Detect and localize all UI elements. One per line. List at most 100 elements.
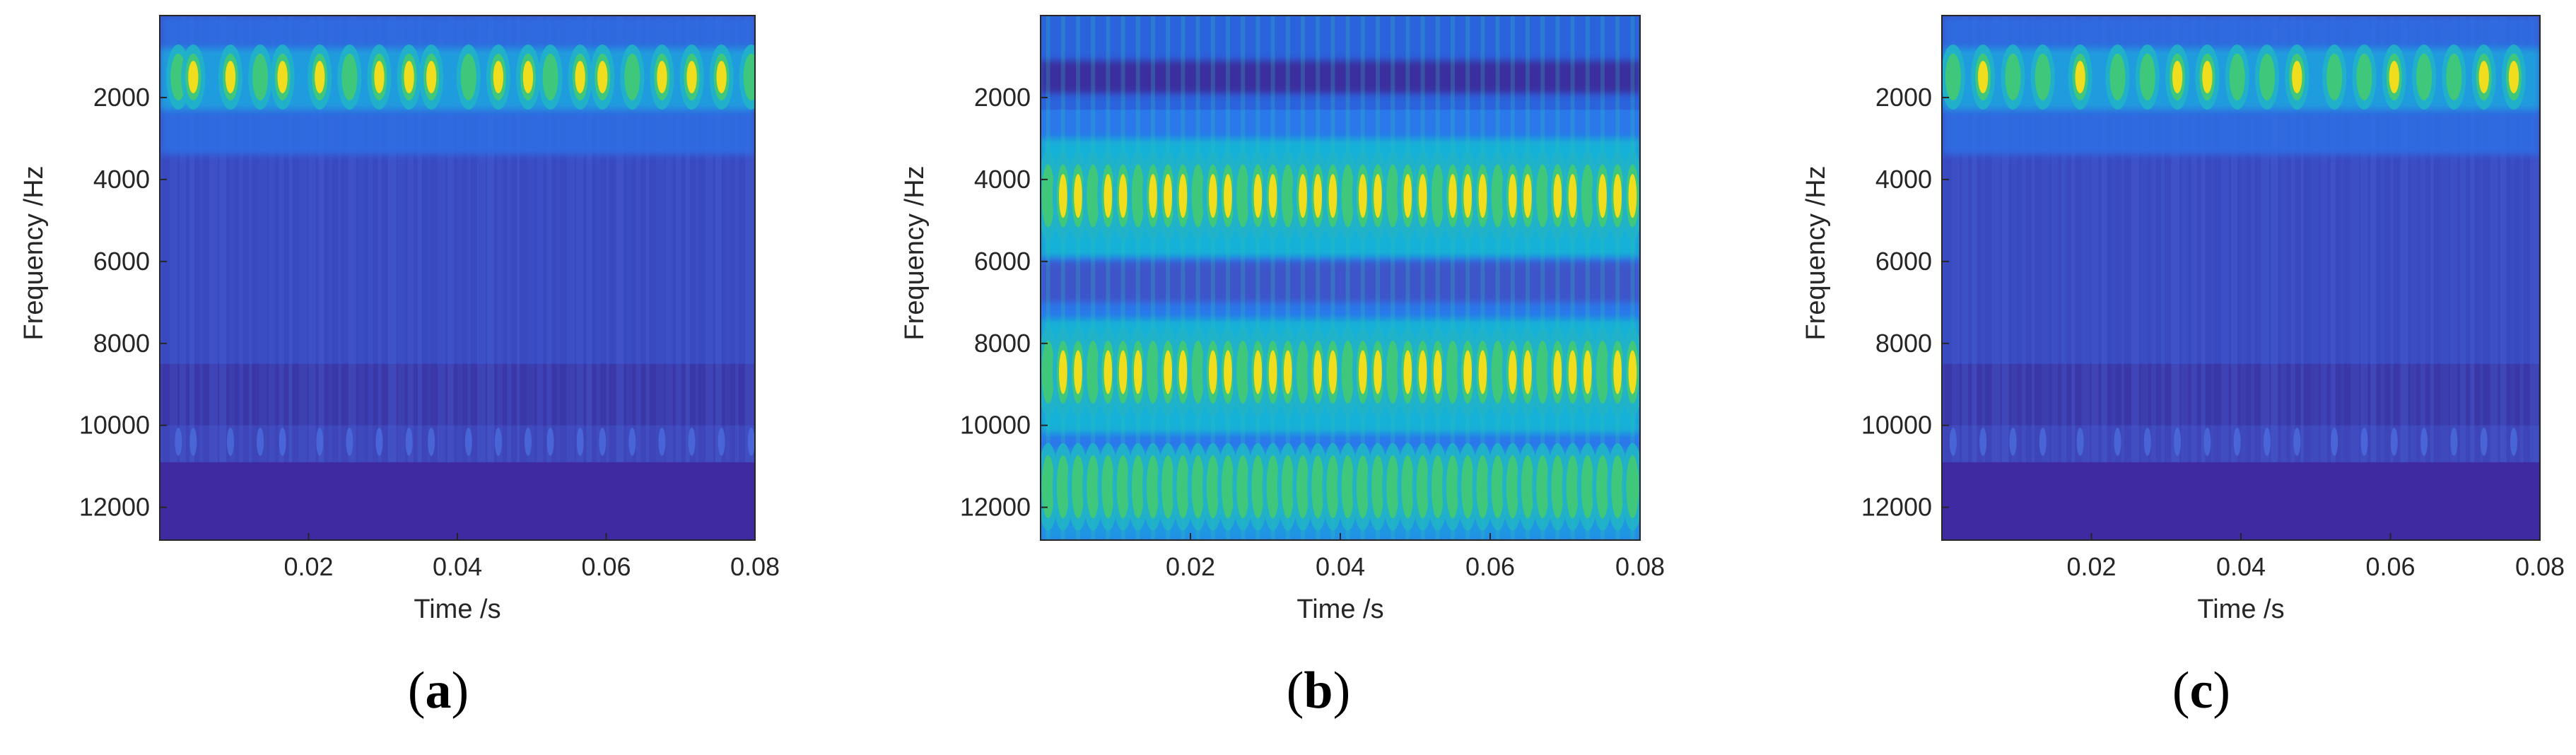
heatmap-peak-body xyxy=(1266,455,1280,519)
heatmap-stripe xyxy=(1600,16,1605,540)
heatmap-stripe xyxy=(2211,16,2214,462)
heatmap-peak xyxy=(599,427,607,456)
heatmap-peak-body xyxy=(2109,53,2126,101)
heatmap-peak-core xyxy=(1313,174,1323,218)
heatmap-peak-body xyxy=(1626,455,1639,519)
heatmap-peak-core xyxy=(277,60,288,93)
heatmap-peak-body xyxy=(1521,455,1534,519)
heatmap-floor-band xyxy=(160,462,755,540)
heatmap-peak-core xyxy=(1403,174,1412,218)
heatmap-stripe xyxy=(665,16,673,462)
heatmap-peak-body xyxy=(1581,164,1594,228)
heatmap-stripe xyxy=(1391,16,1395,540)
heatmap-peak-core xyxy=(657,60,667,93)
heatmap-stripe xyxy=(1420,16,1425,540)
heatmap-stripe xyxy=(2201,16,2206,462)
heatmap-peak xyxy=(494,427,502,456)
heatmap-stripe xyxy=(715,16,722,462)
heatmap-stripe xyxy=(546,16,552,462)
heatmap-peak-core xyxy=(1583,350,1592,394)
heatmap-stripe xyxy=(199,16,204,462)
heatmap-stripe xyxy=(1615,16,1620,540)
heatmap-area xyxy=(160,16,755,540)
heatmap-peak-body xyxy=(1131,164,1144,228)
heatmap-stripe xyxy=(249,16,252,462)
heatmap-stripe xyxy=(1181,16,1185,540)
heatmap-stripe xyxy=(2480,16,2483,462)
heatmap-peak-body xyxy=(1101,455,1115,519)
heatmap-stripe xyxy=(2011,16,2018,462)
heatmap-peak xyxy=(2360,427,2368,456)
heatmap-stripe xyxy=(279,16,284,462)
heatmap-stripe xyxy=(1480,16,1485,540)
x-tick-label: 0.06 xyxy=(1465,552,1515,581)
heatmap-peak-core xyxy=(1508,350,1517,394)
heatmap-area xyxy=(1942,16,2540,540)
heatmap-peak xyxy=(316,427,324,456)
heatmap-peak-body xyxy=(1566,455,1579,519)
heatmap-peak-body xyxy=(1491,164,1504,228)
heatmap-peak-core xyxy=(1103,174,1113,218)
heatmap-stripe xyxy=(269,16,276,462)
heatmap-stripe xyxy=(2151,16,2157,462)
heatmap-peak-body xyxy=(2035,53,2051,101)
heatmap-peak-body xyxy=(1341,455,1354,519)
heatmap-stripe xyxy=(2042,16,2049,462)
heatmap-peak xyxy=(464,427,472,456)
heatmap-peak-core xyxy=(315,60,325,93)
heatmap-peak-core xyxy=(1523,350,1532,394)
heatmap-stripe xyxy=(1301,16,1305,540)
heatmap-stripe xyxy=(705,16,713,462)
heatmap-stripe xyxy=(467,16,472,462)
heatmap-peak xyxy=(2293,427,2301,456)
heatmap-stripe xyxy=(2241,16,2246,462)
heatmap-peak-body xyxy=(1431,164,1444,228)
heatmap-stripe xyxy=(685,16,690,462)
heatmap-stripe xyxy=(2271,16,2278,462)
heatmap-peak-core xyxy=(1553,174,1562,218)
heatmap-stripe xyxy=(1091,16,1096,540)
heatmap-stripe xyxy=(1510,16,1515,540)
heatmap-stripe xyxy=(1451,16,1455,540)
heatmap-peak-core xyxy=(1268,174,1277,218)
heatmap-stripe xyxy=(1962,16,1969,462)
heatmap-stripe xyxy=(2519,16,2524,462)
heatmap-peak-body xyxy=(2259,53,2276,101)
heatmap-stripe xyxy=(527,16,535,462)
heatmap-peak-body xyxy=(1236,455,1250,519)
heatmap-stripe xyxy=(1076,16,1080,540)
heatmap-stripe xyxy=(427,16,431,462)
heatmap-stripe xyxy=(2380,16,2385,462)
heatmap-peak-core xyxy=(1568,350,1577,394)
heatmap-peak xyxy=(2264,427,2271,456)
heatmap-peak-core xyxy=(1568,174,1577,218)
y-tick-label: 10000 xyxy=(1861,411,1932,440)
heatmap-peak-core xyxy=(1978,60,1989,93)
heatmap-peak xyxy=(546,427,554,456)
heatmap-peak-core xyxy=(1074,350,1082,394)
heatmap-peak-core xyxy=(1463,350,1473,394)
heatmap-peak xyxy=(428,427,435,456)
y-tick-label: 2000 xyxy=(1875,83,1932,112)
heatmap-peak-body xyxy=(1056,455,1070,519)
heatmap-stripe xyxy=(1526,16,1530,540)
heatmap-peak-core xyxy=(1268,350,1277,394)
x-tick-label: 0.08 xyxy=(2515,552,2565,581)
heatmap-peak xyxy=(2174,427,2182,456)
heatmap-peak-body xyxy=(1491,340,1504,404)
heatmap-peak-body xyxy=(743,53,755,101)
heatmap-stripe xyxy=(537,16,544,462)
heatmap-stripe xyxy=(338,16,341,462)
heatmap-peak-core xyxy=(1058,350,1067,394)
heatmap-peak-body xyxy=(341,53,358,101)
heatmap-peak-body xyxy=(1386,164,1400,228)
heatmap-stripe xyxy=(2290,16,2295,462)
heatmap-stripe xyxy=(2091,16,2099,462)
heatmap-peak-body xyxy=(1506,455,1519,519)
heatmap-stripe xyxy=(2071,16,2076,462)
heatmap-peak-body xyxy=(1461,455,1475,519)
x-axis-title: Time /s xyxy=(2197,595,2284,624)
heatmap-stripe xyxy=(2370,16,2377,462)
spectrogram-chart-b: 2000 4000 6000 8000 10000 12000 0.02 0.04 0.06 0.… xyxy=(900,15,1665,624)
heatmap-stripe xyxy=(725,16,730,462)
